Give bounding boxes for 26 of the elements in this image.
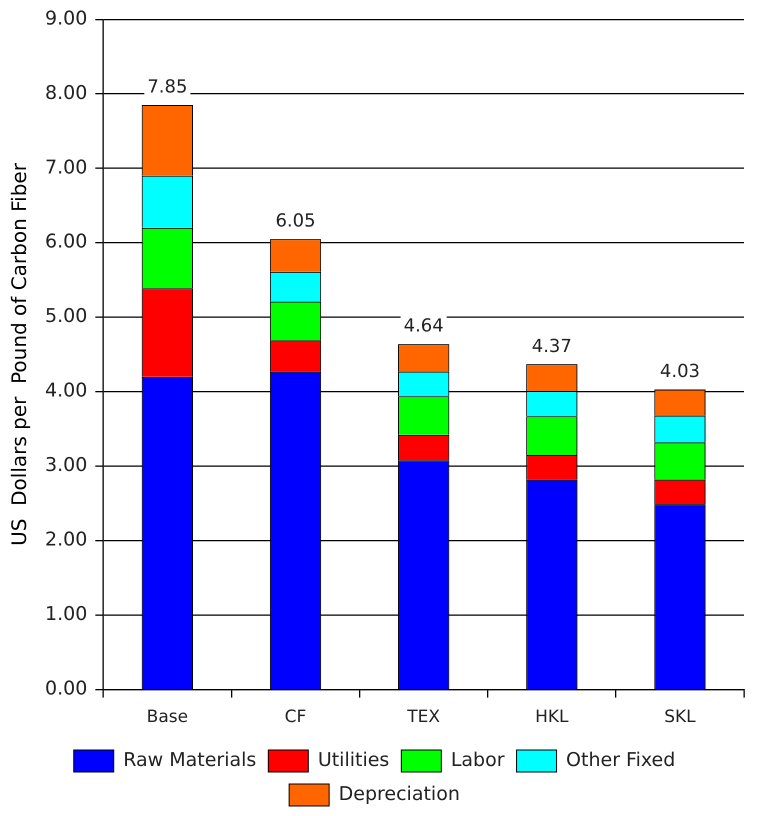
legend-label: Other Fixed (566, 748, 676, 771)
x-tick-label: TEX (406, 707, 440, 728)
y-tick-label: 9.00 (44, 7, 88, 30)
total-label: 4.03 (660, 361, 700, 382)
y-tick-label: 0.00 (44, 678, 88, 700)
y-tick-label: 1.00 (44, 603, 88, 626)
legend-label: Raw Materials (123, 748, 256, 771)
total-label: 4.37 (532, 336, 572, 357)
x-tick-label: CF (284, 707, 306, 728)
total-label: 4.64 (404, 316, 444, 337)
y-tick-label: 4.00 (44, 380, 88, 402)
total-label: 7.85 (147, 76, 188, 98)
y-tick-label: 7.00 (44, 156, 88, 178)
y-tick-label: 2.00 (44, 528, 88, 551)
legend-label: Labor (450, 748, 505, 771)
y-tick-label: 8.00 (44, 82, 88, 104)
legend-label: Utilities (318, 748, 390, 771)
x-tick-label: Base (146, 707, 188, 728)
x-tick-label: HKL (535, 707, 570, 728)
y-axis-title: US Dollars per Pound of Carbon Fiber (7, 162, 32, 546)
x-tick-label: SKL (664, 707, 696, 728)
y-tick-label: 5.00 (44, 305, 88, 328)
y-tick-label: 3.00 (44, 454, 88, 476)
legend-label: Depreciation (338, 782, 460, 805)
y-tick-label: 6.00 (44, 230, 88, 253)
total-label: 6.05 (275, 210, 316, 232)
